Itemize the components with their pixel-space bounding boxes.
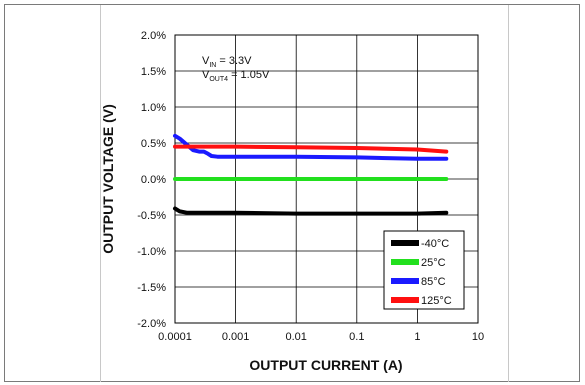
y-tick-label: 0.0% bbox=[141, 174, 166, 186]
y-tick-label: -2.0% bbox=[137, 318, 166, 330]
legend-label-3: 125°C bbox=[421, 295, 452, 307]
tick-labels: 0.0001 0.001 0.01 0.1 1 10 2.0% 1.5% 1.0% 0.5% 0.0… bbox=[137, 30, 484, 343]
y-tick-label: -1.5% bbox=[137, 282, 166, 294]
y-tick-label: -0.5% bbox=[137, 210, 166, 222]
x-tick-label: 0.01 bbox=[285, 331, 306, 343]
annotation-line-1: VIN = 3.3V bbox=[202, 55, 252, 69]
x-tick-label: 0.0001 bbox=[158, 331, 192, 343]
annotation: VIN = 3.3V VOUT4 = 1.05V bbox=[202, 55, 270, 83]
x-axis-title: OUTPUT CURRENT (A) bbox=[249, 357, 402, 373]
x-tick-label: 0.001 bbox=[222, 331, 250, 343]
legend-label-1: 25°C bbox=[421, 257, 446, 269]
x-tick-label: 0.1 bbox=[349, 331, 364, 343]
series-line-0 bbox=[173, 206, 449, 216]
y-axis-title: OUTPUT VOLTAGE (V) bbox=[100, 104, 116, 254]
panel-divider-right bbox=[508, 5, 509, 382]
y-tick-label: 1.5% bbox=[141, 66, 166, 78]
panel-divider-left bbox=[100, 5, 101, 382]
legend: -40°C 25°C 85°C 125°C bbox=[383, 230, 465, 310]
x-tick-label: 1 bbox=[414, 331, 420, 343]
annotation-line-2: VOUT4 = 1.05V bbox=[202, 69, 270, 83]
x-tick-label: 10 bbox=[472, 331, 484, 343]
series-line-3 bbox=[173, 144, 449, 154]
series-lines bbox=[173, 133, 449, 216]
y-tick-label: 1.0% bbox=[141, 102, 166, 114]
legend-label-0: -40°C bbox=[421, 238, 449, 250]
y-tick-label: 0.5% bbox=[141, 138, 166, 150]
y-tick-label: 2.0% bbox=[141, 30, 166, 42]
y-tick-label: -1.0% bbox=[137, 246, 166, 258]
figure-frame bbox=[4, 4, 580, 382]
legend-label-2: 85°C bbox=[421, 276, 446, 288]
